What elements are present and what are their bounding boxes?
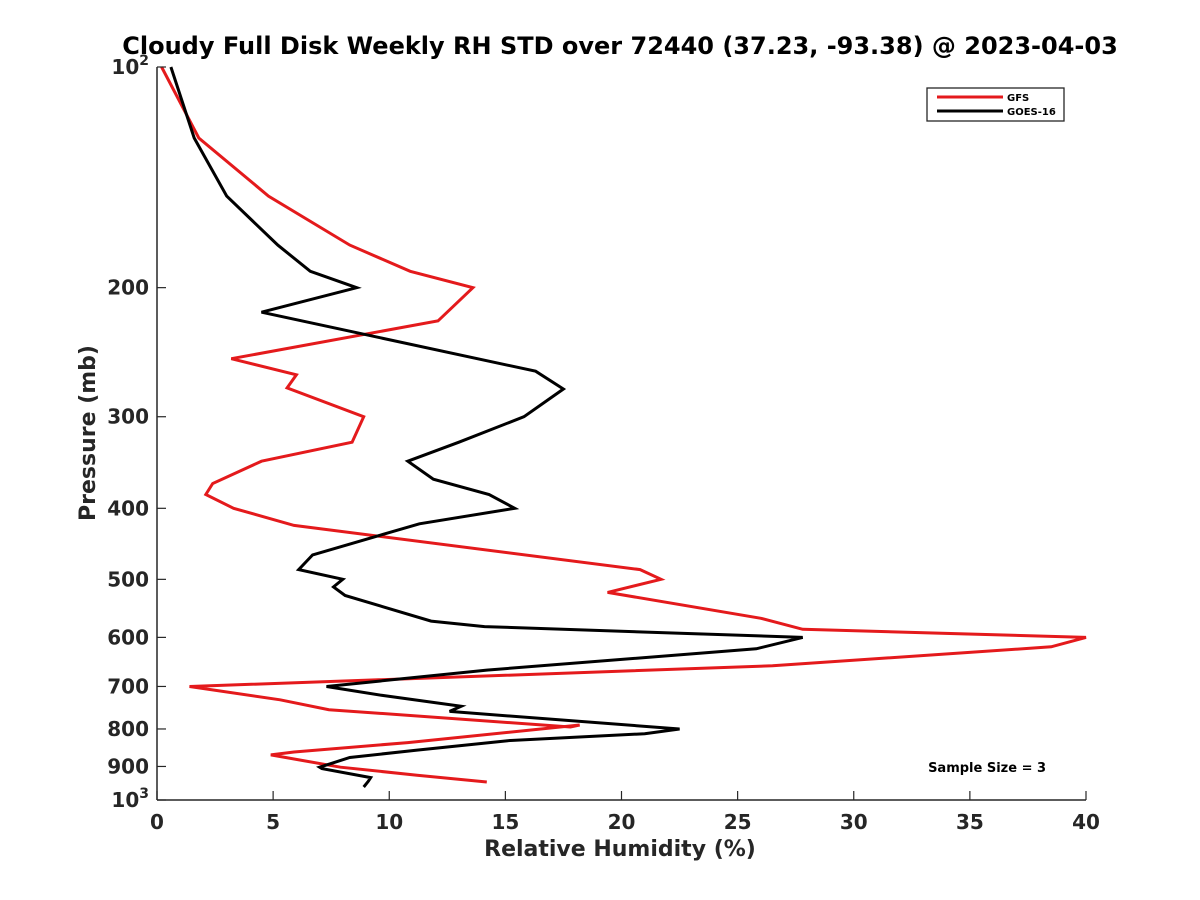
y-tick-label: 300 (107, 405, 149, 429)
y-tick-label: 800 (107, 717, 149, 741)
series-line-goes-16 (169, 66, 804, 788)
y-tick-label: 700 (107, 674, 149, 698)
x-tick-label: 35 (956, 810, 984, 834)
y-tick-label: 900 (107, 754, 149, 778)
y-tick-label: 200 (107, 276, 149, 300)
y-axis-label: Pressure (mb) (76, 345, 101, 521)
x-tick-label: 40 (1072, 810, 1100, 834)
ticks-layer: 0 5 10 15 20 25 30 35 40 102 200 300 400 500 600 700 800… (107, 53, 1100, 834)
legend-label: GFS (1007, 93, 1029, 104)
annotations-layer: Sample Size = 3 (928, 761, 1046, 776)
x-tick-label: 10 (375, 810, 403, 834)
x-tick-label: 30 (840, 810, 868, 834)
x-tick-label: 15 (491, 810, 519, 834)
y-tick-label: 102 (111, 53, 149, 79)
sample-size-annotation: Sample Size = 3 (928, 761, 1046, 776)
x-axis-label: Relative Humidity (%) (484, 837, 756, 862)
y-tick-label: 103 (111, 786, 149, 812)
legend-box (926, 87, 1065, 122)
series-line-gfs (160, 66, 1087, 784)
y-tick-label: 400 (107, 496, 149, 520)
chart-title: Cloudy Full Disk Weekly RH STD over 7244… (122, 32, 1118, 60)
x-tick-label: 0 (150, 810, 164, 834)
series-layer (160, 66, 1087, 788)
plot-axes (156, 67, 1086, 801)
legend: GFS GOES-16 (926, 87, 1065, 122)
y-tick-label: 600 (107, 625, 149, 649)
x-tick-label: 5 (266, 810, 280, 834)
x-tick-label: 20 (608, 810, 636, 834)
y-tick-label: 500 (107, 567, 149, 591)
legend-label: GOES-16 (1007, 107, 1056, 118)
x-tick-label: 25 (724, 810, 752, 834)
